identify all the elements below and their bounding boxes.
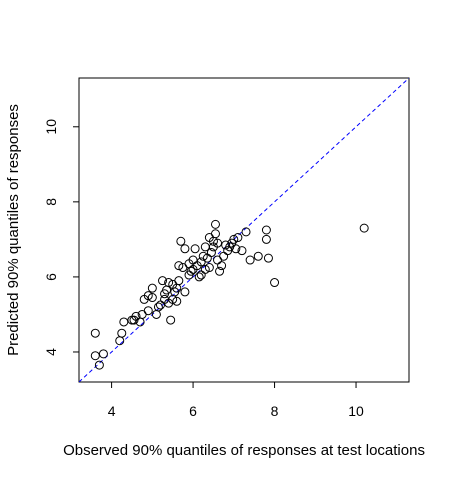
data-point xyxy=(153,302,163,312)
data-point xyxy=(90,351,100,361)
data-point xyxy=(190,244,200,254)
data-point xyxy=(98,349,108,359)
plot-frame xyxy=(78,77,410,383)
data-point xyxy=(117,328,127,338)
x-axis-label: Observed 90% quantiles of responses at t… xyxy=(63,442,425,459)
data-point xyxy=(219,251,229,261)
x-tick-label: 8 xyxy=(271,403,279,419)
data-point xyxy=(151,309,161,319)
data-point xyxy=(180,287,190,297)
data-point xyxy=(213,255,223,265)
data-point xyxy=(206,248,216,258)
data-point xyxy=(233,233,243,243)
data-point xyxy=(158,276,168,286)
y-tick-label: 8 xyxy=(43,198,59,206)
data-point xyxy=(147,293,157,303)
data-point xyxy=(186,266,196,276)
data-point xyxy=(174,276,184,286)
x-tick-label: 6 xyxy=(189,403,197,419)
data-point xyxy=(143,291,153,301)
data-point xyxy=(94,360,104,370)
data-point xyxy=(155,300,165,310)
data-point xyxy=(90,328,100,338)
data-point xyxy=(174,261,184,271)
data-point xyxy=(194,272,204,282)
data-point xyxy=(198,251,208,261)
data-point xyxy=(115,336,125,346)
data-point xyxy=(180,244,190,254)
data-point xyxy=(359,223,369,233)
data-point xyxy=(213,238,223,248)
data-point xyxy=(166,315,176,325)
data-point xyxy=(261,234,271,244)
reference-line xyxy=(79,78,409,382)
data-point xyxy=(261,225,271,235)
data-point xyxy=(263,253,273,263)
y-axis-label: Predicted 90% quantiles of responses xyxy=(5,104,22,356)
data-point xyxy=(176,236,186,246)
data-point xyxy=(196,270,206,280)
data-point xyxy=(245,255,255,265)
data-point xyxy=(231,244,241,254)
data-point xyxy=(215,266,225,276)
data-point xyxy=(164,278,174,288)
data-point xyxy=(237,246,247,256)
y-tick-label: 4 xyxy=(43,348,59,356)
data-point xyxy=(172,296,182,306)
y-tick-label: 10 xyxy=(43,119,59,135)
data-point xyxy=(147,283,157,293)
data-point xyxy=(229,234,239,244)
y-tick-label: 6 xyxy=(43,273,59,281)
data-point xyxy=(217,261,227,271)
x-tick-label: 4 xyxy=(108,403,116,419)
data-point xyxy=(210,229,220,239)
data-point xyxy=(253,251,263,261)
data-point xyxy=(270,278,280,288)
data-point xyxy=(143,306,153,316)
data-point xyxy=(241,227,251,237)
data-point xyxy=(119,317,129,327)
x-tick-label: 10 xyxy=(348,403,364,419)
data-point xyxy=(200,264,210,274)
data-point xyxy=(221,240,231,250)
data-point xyxy=(210,219,220,229)
data-point xyxy=(204,263,214,273)
